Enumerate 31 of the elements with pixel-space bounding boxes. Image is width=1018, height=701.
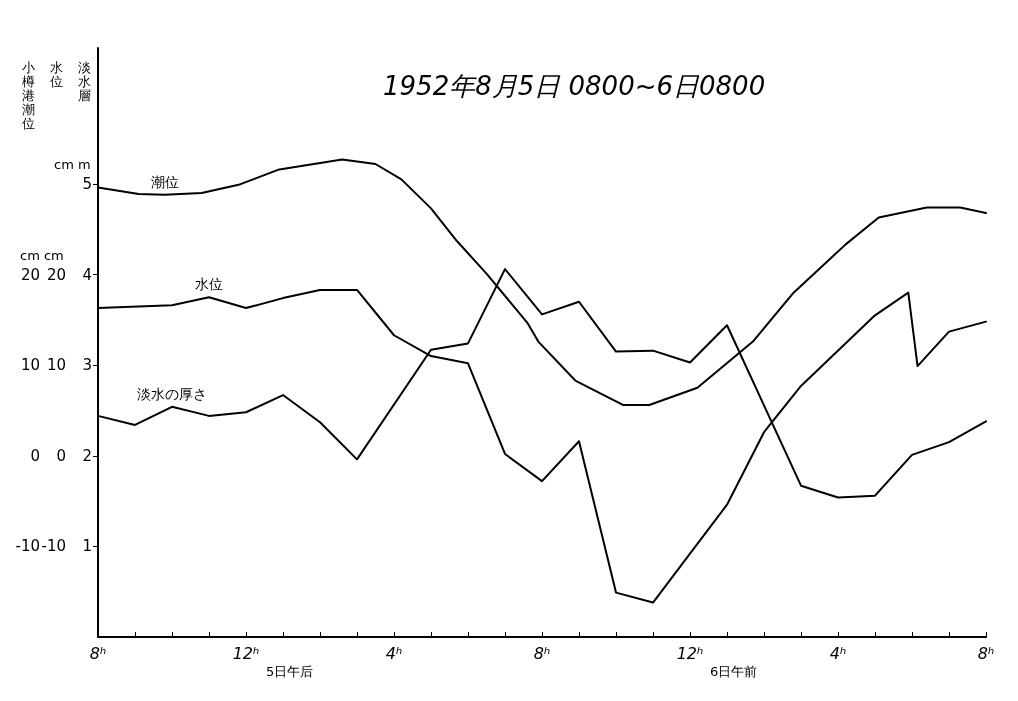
text: 5日午后 bbox=[266, 664, 314, 679]
x-tick-label: 4ʰ bbox=[385, 643, 403, 663]
series-label: 水位 bbox=[195, 276, 223, 293]
y2-tick-label: 10 bbox=[46, 356, 66, 375]
y-tick-label: 1 bbox=[82, 537, 92, 556]
x-tick-label: 8ʰ bbox=[533, 643, 551, 663]
y3-tick-label: -10 bbox=[15, 537, 40, 556]
y-tick-label: 5 bbox=[82, 174, 92, 193]
text: cm m bbox=[54, 156, 91, 172]
y2-tick-label: 20 bbox=[46, 265, 66, 284]
y2-tick-label: -10 bbox=[41, 537, 66, 556]
y-tick-label: 2 bbox=[82, 446, 92, 465]
y3-tick-label: 20 bbox=[20, 265, 40, 284]
x-tick-label: 8ʰ bbox=[977, 643, 995, 663]
text: 1952年8月5日 0800~6日0800 bbox=[383, 71, 766, 101]
y-tick-label: 4 bbox=[82, 265, 92, 284]
x-tick-label: 8ʰ bbox=[89, 643, 107, 663]
y-tick-label: 3 bbox=[82, 356, 92, 375]
y3-tick-label: 10 bbox=[20, 356, 40, 375]
y2-tick-label: 0 bbox=[56, 446, 66, 465]
y-axis-title: 淡水層 bbox=[78, 59, 91, 103]
x-tick-label: 4ʰ bbox=[829, 643, 847, 663]
text: cm cm bbox=[20, 247, 64, 263]
x-tick-label: 12ʰ bbox=[232, 643, 260, 663]
y2-axis-title: 水位 bbox=[50, 59, 63, 89]
series-label: 淡水の厚さ bbox=[137, 385, 207, 402]
text: 6日午前 bbox=[710, 664, 758, 679]
x-tick-label: 12ʰ bbox=[676, 643, 704, 663]
series-label: 潮位 bbox=[150, 173, 179, 190]
y3-axis-title: 小樽港潮位 bbox=[22, 59, 35, 131]
y3-tick-label: 0 bbox=[30, 446, 40, 465]
